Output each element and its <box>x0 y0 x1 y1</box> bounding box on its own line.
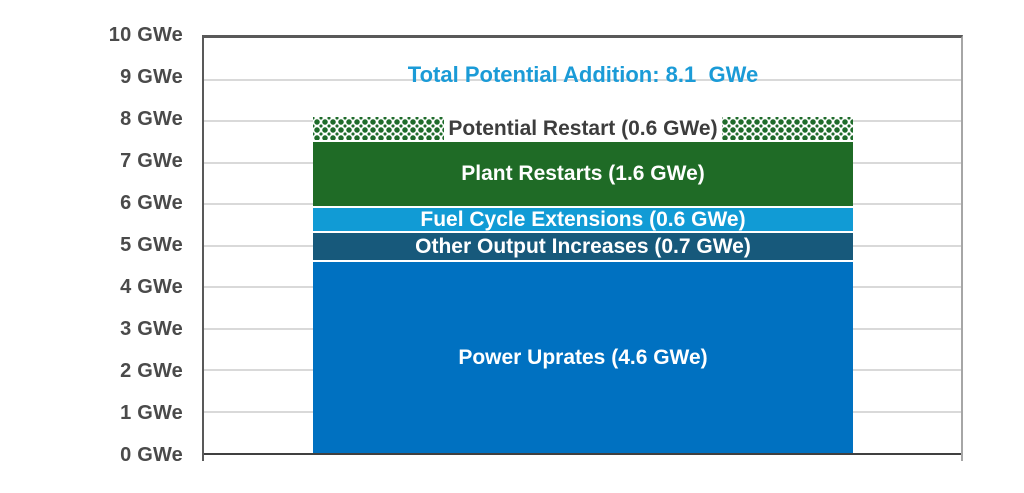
bar-segment-power-uprates: Power Uprates (4.6 GWe) <box>313 262 853 453</box>
bar-segment-potential-restart: Potential Restart (0.6 GWe) <box>313 116 853 142</box>
bar-segment-other-output-increases: Other Output Increases (0.7 GWe) <box>313 233 853 263</box>
y-axis-tick-label: 2 GWe <box>120 360 183 382</box>
y-axis-tick-label: 4 GWe <box>120 276 183 298</box>
y-axis-tick-label: 7 GWe <box>120 150 183 172</box>
bar-segment-plant-restarts: Plant Restarts (1.6 GWe) <box>313 141 853 209</box>
y-axis-tick-label: 9 GWe <box>120 66 183 88</box>
y-axis-tick-label: 8 GWe <box>120 108 183 130</box>
y-axis-tick-label: 5 GWe <box>120 234 183 256</box>
bar-segment-label: Other Output Increases (0.7 GWe) <box>415 234 751 258</box>
y-axis-tick-label: 0 GWe <box>120 444 183 466</box>
bar-segment-label: Potential Restart (0.6 GWe) <box>444 116 722 140</box>
y-axis-tick-label: 6 GWe <box>120 192 183 214</box>
plot-area: Total Potential Addition: 8.1 GWe Power … <box>202 35 963 455</box>
stacked-bar: Power Uprates (4.6 GWe) Other Output Incr… <box>313 116 853 453</box>
y-axis-tick-label: 1 GWe <box>120 402 183 424</box>
gridline <box>204 78 961 81</box>
right-border-extension <box>961 453 963 461</box>
bar-segment-fuel-cycle-extensions: Fuel Cycle Extensions (0.6 GWe) <box>313 208 853 234</box>
y-axis-tick-label: 10 GWe <box>108 24 183 46</box>
bar-segment-label: Plant Restarts (1.6 GWe) <box>461 161 705 185</box>
chart-title: Total Potential Addition: 8.1 GWe <box>407 61 759 87</box>
y-axis-tick-label: 3 GWe <box>120 318 183 340</box>
y-axis-tick-extension <box>202 453 204 461</box>
bar-segment-label: Fuel Cycle Extensions (0.6 GWe) <box>420 208 746 231</box>
bar-segment-label: Power Uprates (4.6 GWe) <box>458 345 708 369</box>
